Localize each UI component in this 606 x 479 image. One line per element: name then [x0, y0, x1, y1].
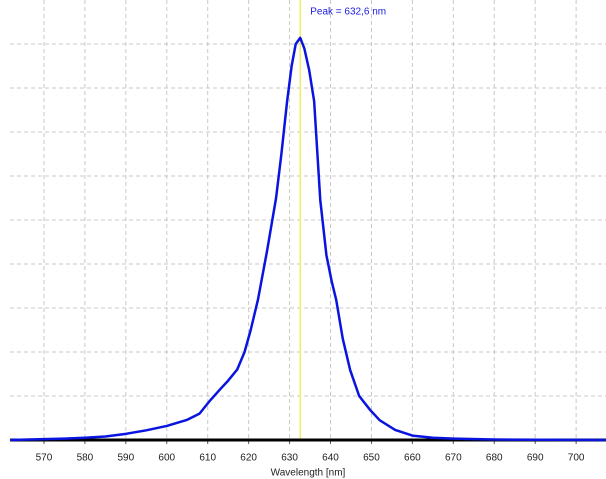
- x-tick-label: 580: [77, 453, 94, 464]
- x-tick-label: 600: [158, 453, 175, 464]
- x-tick-label: 590: [117, 453, 134, 464]
- x-axis-label: Wavelength [nm]: [271, 468, 346, 479]
- x-tick-label: 620: [240, 453, 257, 464]
- x-tick-label: 610: [199, 453, 216, 464]
- x-tick-label: 700: [568, 453, 585, 464]
- x-tick-label: 640: [322, 453, 339, 464]
- x-tick-label: 690: [527, 453, 544, 464]
- x-tick-label: 660: [404, 453, 421, 464]
- peak-annotation: Peak = 632,6 nm: [310, 7, 386, 18]
- spectrum-line: [9, 36, 606, 442]
- x-tick-label: 630: [281, 453, 298, 464]
- x-tick-label: 680: [486, 453, 503, 464]
- x-tick-label: 570: [36, 453, 53, 464]
- x-tick-label: 670: [445, 453, 462, 464]
- x-tick-label: 650: [363, 453, 380, 464]
